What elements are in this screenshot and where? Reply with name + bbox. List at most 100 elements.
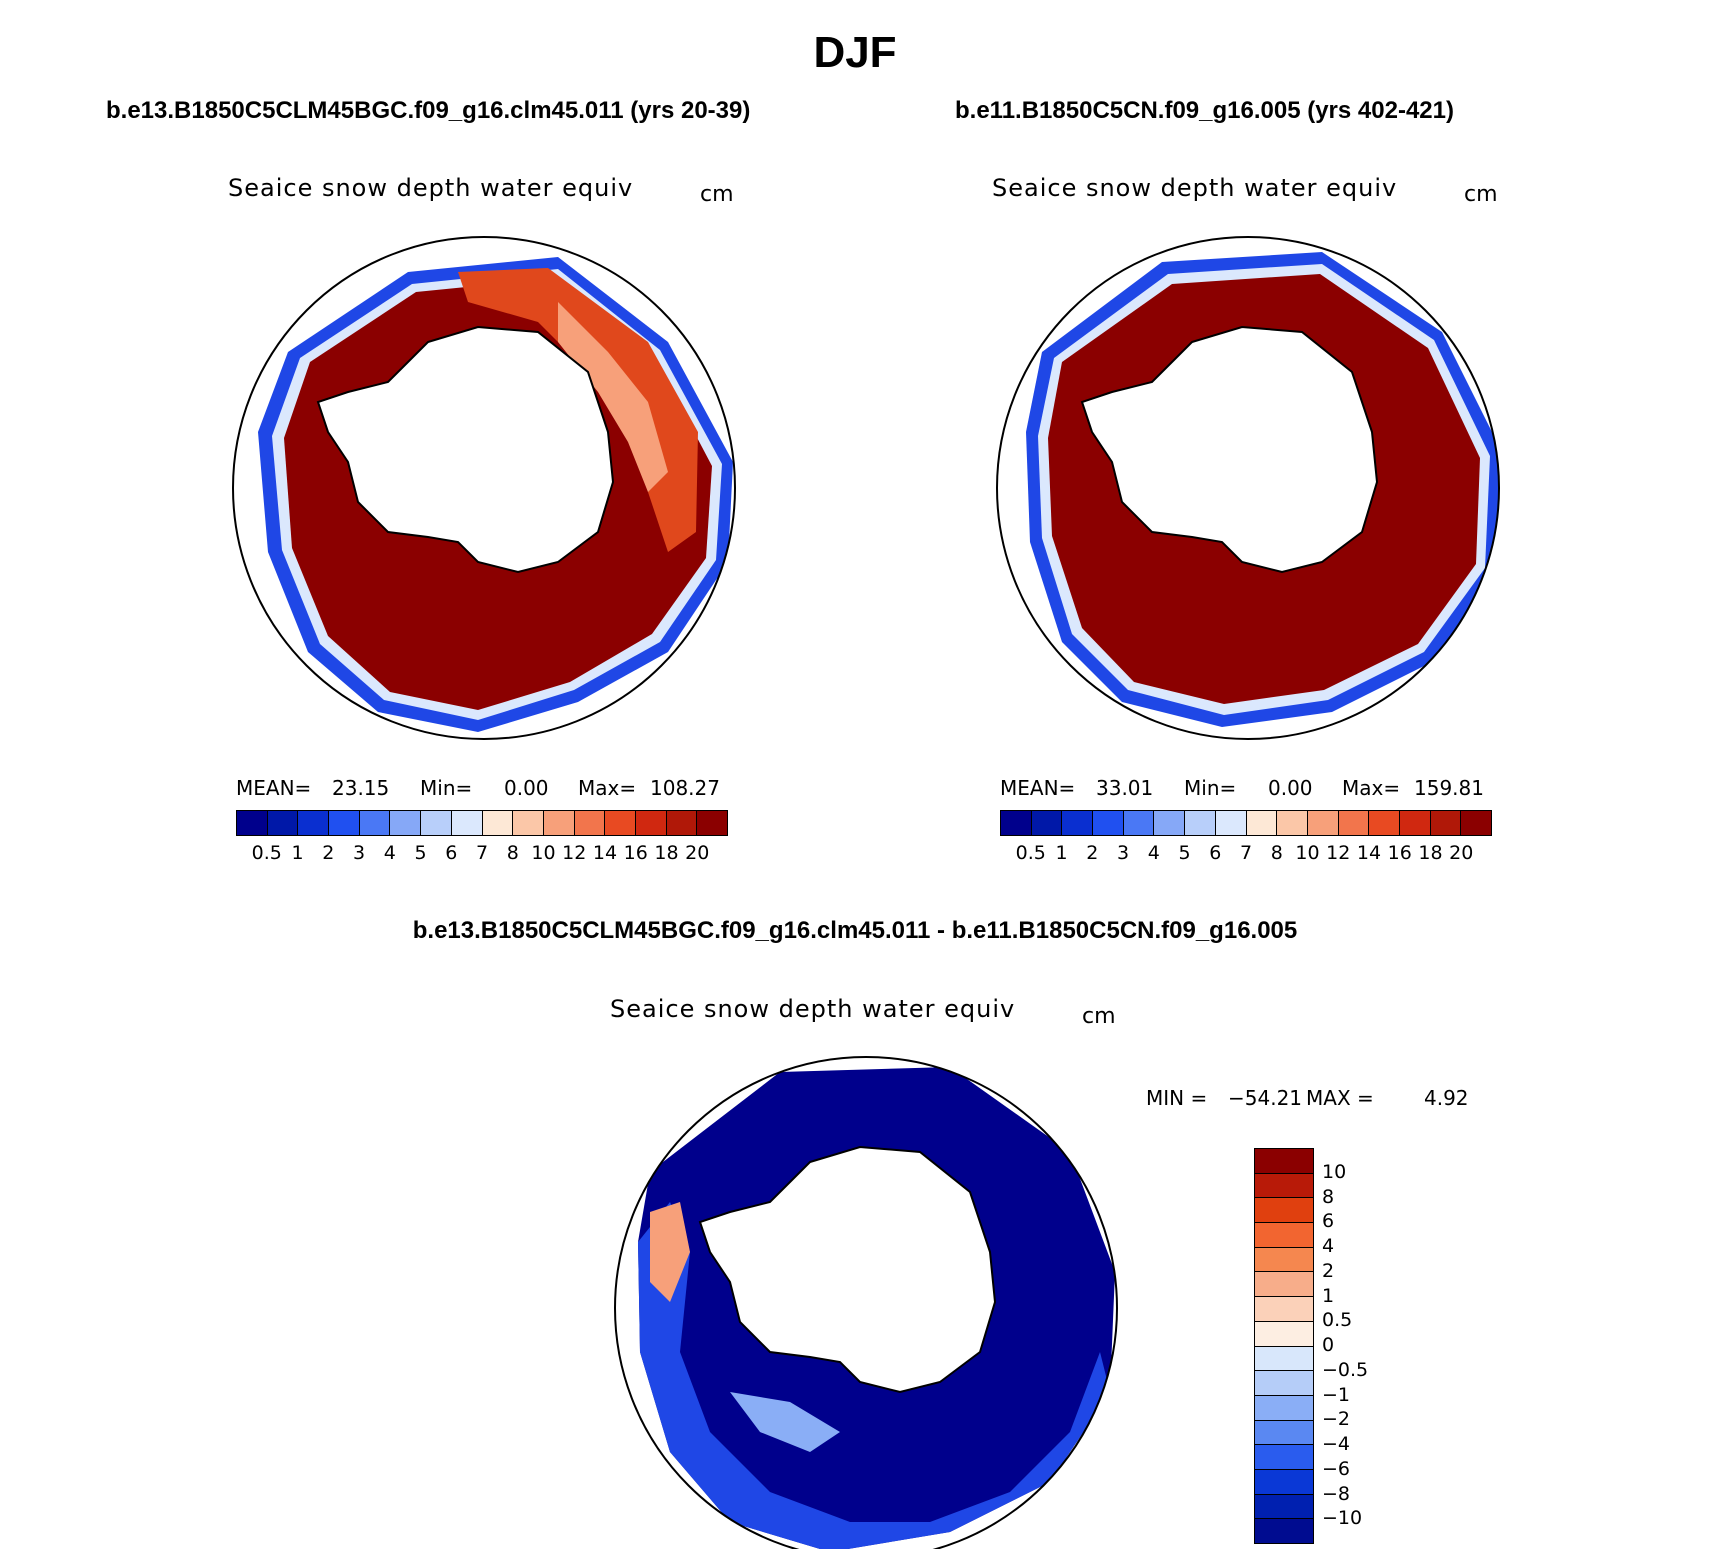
- snow-light-band: [558, 302, 668, 492]
- panel1-colorbar-swatch: [267, 811, 299, 835]
- diff-colorbar-tick-label: 4: [1322, 1235, 1335, 1257]
- panel2-variable-title: Seaice snow depth water equiv: [992, 174, 1398, 202]
- panel2-colorbar-swatch: [1154, 811, 1186, 835]
- panel2-colorbar-ticks: 0.5 1 2 3 4 5 6 7 8 10 12 14 16 18 20: [1000, 842, 1492, 868]
- panel1-colorbar-tick-label: 2: [322, 842, 335, 864]
- panel1-min-label: Min=: [420, 776, 473, 800]
- panel2-colorbar-tick-label: 20: [1449, 842, 1474, 864]
- panel2-min-label: Min=: [1184, 776, 1237, 800]
- diff-positive-patch: [650, 1202, 690, 1302]
- diff-colorbar-ticks: 10 8 6 4 2 1 0.5 0 −0.5 −1 −2 −4 −6 −8 −10: [1322, 1148, 1442, 1544]
- diff-polar-map: [614, 1056, 1118, 1549]
- diff-colorbar-tick-label: 8: [1322, 1185, 1335, 1208]
- diff-colorbar-swatch: [1255, 1346, 1313, 1372]
- snow-mid-band: [458, 268, 698, 552]
- diff-colorbar-tick-label: 6: [1322, 1210, 1335, 1233]
- panel2-colorbar-swatch: [1277, 811, 1308, 835]
- panel2-colorbar-tick-label: 1: [1055, 842, 1068, 864]
- panel1-colorbar: [236, 810, 728, 836]
- panel1-mean-label: MEAN=: [236, 776, 312, 800]
- diff-min-label: MIN =: [1146, 1086, 1208, 1110]
- panel1-colorbar-swatch: [451, 811, 483, 835]
- panel2-colorbar-tick-label: 7: [1239, 842, 1253, 864]
- panel1-max-value: 108.27: [650, 776, 720, 800]
- diff-colorbar-tick-label: −8: [1322, 1482, 1351, 1505]
- panel1-colorbar-swatch: [543, 811, 575, 835]
- panel1-colorbar-tick-label: 0.5: [251, 842, 282, 864]
- panel2-mean-label: MEAN=: [1000, 776, 1076, 800]
- panel1-colorbar-tick-label: 16: [623, 842, 648, 864]
- panel1-colorbar-tick-label: 14: [592, 842, 618, 864]
- panel1-colorbar-swatch: [390, 811, 422, 835]
- panel2-colorbar-tick-label: 3: [1116, 842, 1130, 864]
- diff-colorbar-tick-label: 1: [1322, 1284, 1335, 1307]
- diff-colorbar-swatch: [1255, 1247, 1313, 1273]
- panel2-colorbar-tick-label: 12: [1326, 842, 1351, 864]
- diff-max-value: 4.92: [1424, 1086, 1469, 1110]
- panel1-colorbar-tick-label: 18: [654, 842, 679, 864]
- diff-colorbar-swatch: [1255, 1321, 1313, 1347]
- panel2-colorbar-swatch: [1093, 811, 1124, 835]
- panel1-colorbar-swatch: [513, 811, 544, 835]
- diff-colorbar-swatch: [1255, 1223, 1313, 1248]
- diff-colorbar-swatch: [1255, 1149, 1313, 1174]
- panel2-colorbar-tick-label: 4: [1147, 842, 1160, 864]
- panel1-colorbar-swatch: [697, 811, 727, 835]
- panel2-colorbar-tick-label: 16: [1387, 842, 1412, 864]
- diff-colorbar-swatch: [1255, 1173, 1313, 1199]
- panel2-colorbar-tick-label: 0.5: [1015, 842, 1046, 864]
- diff-colorbar-swatch: [1255, 1272, 1313, 1298]
- antarctica-land: [1080, 325, 1379, 574]
- panel1-colorbar-swatch: [298, 811, 330, 835]
- panel2-colorbar-swatch: [1369, 811, 1400, 835]
- diff-colorbar-swatch: [1255, 1445, 1313, 1470]
- panel1-colorbar-tick-label: 6: [445, 842, 458, 864]
- panel2-colorbar-swatch: [1001, 811, 1032, 835]
- panel2-polar-map: [996, 236, 1500, 740]
- panel2-max-label: Max=: [1342, 776, 1401, 800]
- panel1-max-label: Max=: [578, 776, 637, 800]
- panel2-colorbar-tick-label: 2: [1086, 842, 1099, 864]
- diff-variable-title: Seaice snow depth water equiv: [610, 995, 1016, 1023]
- panel2-colorbar-swatch: [1215, 811, 1247, 835]
- diff-colorbar-tick-label: 0: [1322, 1334, 1335, 1356]
- panel1-colorbar-tick-label: 4: [383, 842, 396, 864]
- panel2-colorbar-tick-label: 18: [1418, 842, 1443, 864]
- panel2-colorbar-swatch: [1338, 811, 1370, 835]
- diff-colorbar-swatch: [1255, 1469, 1313, 1495]
- diff-colorbar-tick-label: −1: [1322, 1383, 1351, 1406]
- panel1-polar-map: [232, 236, 736, 740]
- panel2-colorbar-tick-label: 6: [1209, 842, 1222, 864]
- diff-colorbar-swatch: [1255, 1297, 1313, 1322]
- panel2-colorbar-swatch: [1399, 811, 1431, 835]
- diff-min-value: −54.21: [1228, 1086, 1303, 1110]
- diff-max-label: MAX =: [1306, 1086, 1374, 1110]
- diff-colorbar-swatch: [1255, 1420, 1313, 1446]
- diff-colorbar-tick-label: 2: [1322, 1259, 1335, 1282]
- panel2-mean-value: 33.01: [1096, 776, 1154, 800]
- diff-colorbar-swatch: [1255, 1519, 1313, 1543]
- diff-colorbar-tick-label: 0.5: [1322, 1309, 1353, 1332]
- panel2-colorbar-swatch: [1307, 811, 1339, 835]
- panel1-colorbar-swatch: [421, 811, 452, 835]
- panel1-colorbar-tick-label: 10: [531, 842, 556, 864]
- panel2-units: cm: [1464, 182, 1498, 207]
- diff-colorbar-tick-label: −2: [1322, 1408, 1351, 1431]
- diff-units: cm: [1082, 1004, 1116, 1029]
- diff-colorbar-tick-label: −0.5: [1322, 1358, 1369, 1381]
- panel1-colorbar-tick-label: 3: [352, 842, 366, 864]
- diff-colorbar-tick-label: 10: [1322, 1160, 1347, 1183]
- panel2-colorbar: [1000, 810, 1492, 836]
- panel2-case-title: b.e11.B1850C5CN.f09_g16.005 (yrs 402-421…: [955, 97, 1454, 124]
- panel2-min-value: 0.00: [1268, 776, 1313, 800]
- panel1-colorbar-ticks: 0.5 1 2 3 4 5 6 7 8 10 12 14 16 18 20: [236, 842, 728, 868]
- panel1-colorbar-tick-label: 12: [562, 842, 587, 864]
- panel1-colorbar-swatch: [329, 811, 360, 835]
- panel1-colorbar-tick-label: 1: [291, 842, 304, 864]
- diff-colorbar-swatch: [1255, 1371, 1313, 1396]
- panel1-colorbar-swatch: [605, 811, 636, 835]
- panel1-variable-title: Seaice snow depth water equiv: [228, 174, 634, 202]
- panel2-colorbar-swatch: [1185, 811, 1216, 835]
- antarctica-land: [698, 1145, 997, 1394]
- panel1-mean-value: 23.15: [332, 776, 390, 800]
